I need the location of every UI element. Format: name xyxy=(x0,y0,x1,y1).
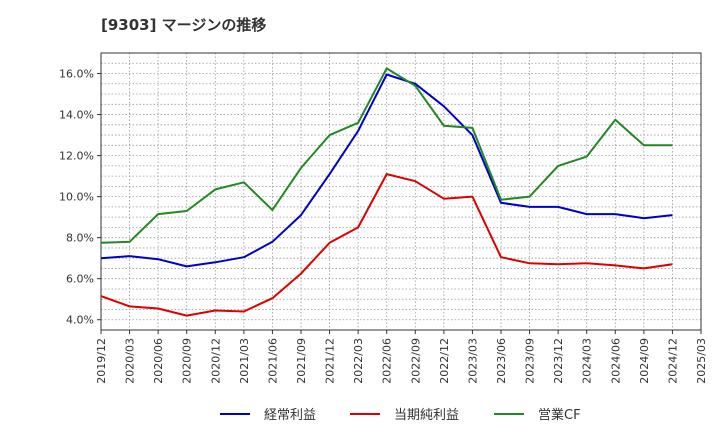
x-tick-label: 2022/03 xyxy=(352,338,365,384)
x-tick-label: 2021/03 xyxy=(238,338,251,384)
legend-label: 当期純利益 xyxy=(394,408,459,423)
x-tick-label: 2023/09 xyxy=(524,338,537,384)
y-tick-label: 14.0% xyxy=(59,109,94,122)
y-tick-label: 6.0% xyxy=(66,273,94,286)
y-tick-label: 8.0% xyxy=(66,232,94,245)
chart-title: [9303] マージンの推移 xyxy=(101,16,267,34)
y-tick-label: 12.0% xyxy=(59,150,94,163)
y-tick-label: 10.0% xyxy=(59,191,94,204)
series-line xyxy=(100,67,673,244)
x-tick-label: 2023/12 xyxy=(552,338,565,384)
x-tick-label: 2024/09 xyxy=(638,338,651,384)
x-tick-label: 2021/09 xyxy=(295,338,308,384)
plot-area xyxy=(100,52,702,331)
x-tick-label: 2021/12 xyxy=(324,338,337,384)
x-tick-label: 2024/03 xyxy=(581,338,594,384)
legend-label: 営業CF xyxy=(538,407,581,423)
y-tick-label: 4.0% xyxy=(66,314,94,327)
legend-label: 経常利益 xyxy=(264,408,316,423)
x-tick-label: 2019/12 xyxy=(95,338,108,384)
x-tick-label: 2020/06 xyxy=(152,338,165,384)
y-axis-ticks: 4.0% 6.0% 8.0% 10.0% 12.0% 14.0% 16.0% xyxy=(59,68,101,327)
x-tick-label: 2020/09 xyxy=(181,338,194,384)
x-tick-label: 2022/06 xyxy=(381,338,394,384)
x-tick-label: 2024/06 xyxy=(609,338,622,384)
x-tick-label: 2025/03 xyxy=(695,338,708,384)
x-tick-label: 2023/03 xyxy=(466,338,479,384)
series-line xyxy=(100,73,673,268)
x-axis-ticks: 2019/12 2020/03 2020/06 2020/09 2020/12 2021/… xyxy=(95,330,708,384)
grid xyxy=(100,53,702,330)
series-lines xyxy=(100,67,673,317)
x-tick-label: 2022/12 xyxy=(438,338,451,384)
x-tick-label: 2020/03 xyxy=(124,338,137,384)
x-tick-label: 2024/12 xyxy=(666,338,679,384)
x-tick-label: 2023/06 xyxy=(495,338,508,384)
x-tick-label: 2020/12 xyxy=(209,338,222,384)
legend: 経常利益 当期純利益 営業CF xyxy=(220,407,581,423)
y-tick-label: 16.0% xyxy=(59,68,94,81)
x-tick-label: 2021/06 xyxy=(266,338,279,384)
series-line xyxy=(100,173,673,317)
x-tick-label: 2022/09 xyxy=(409,338,422,384)
